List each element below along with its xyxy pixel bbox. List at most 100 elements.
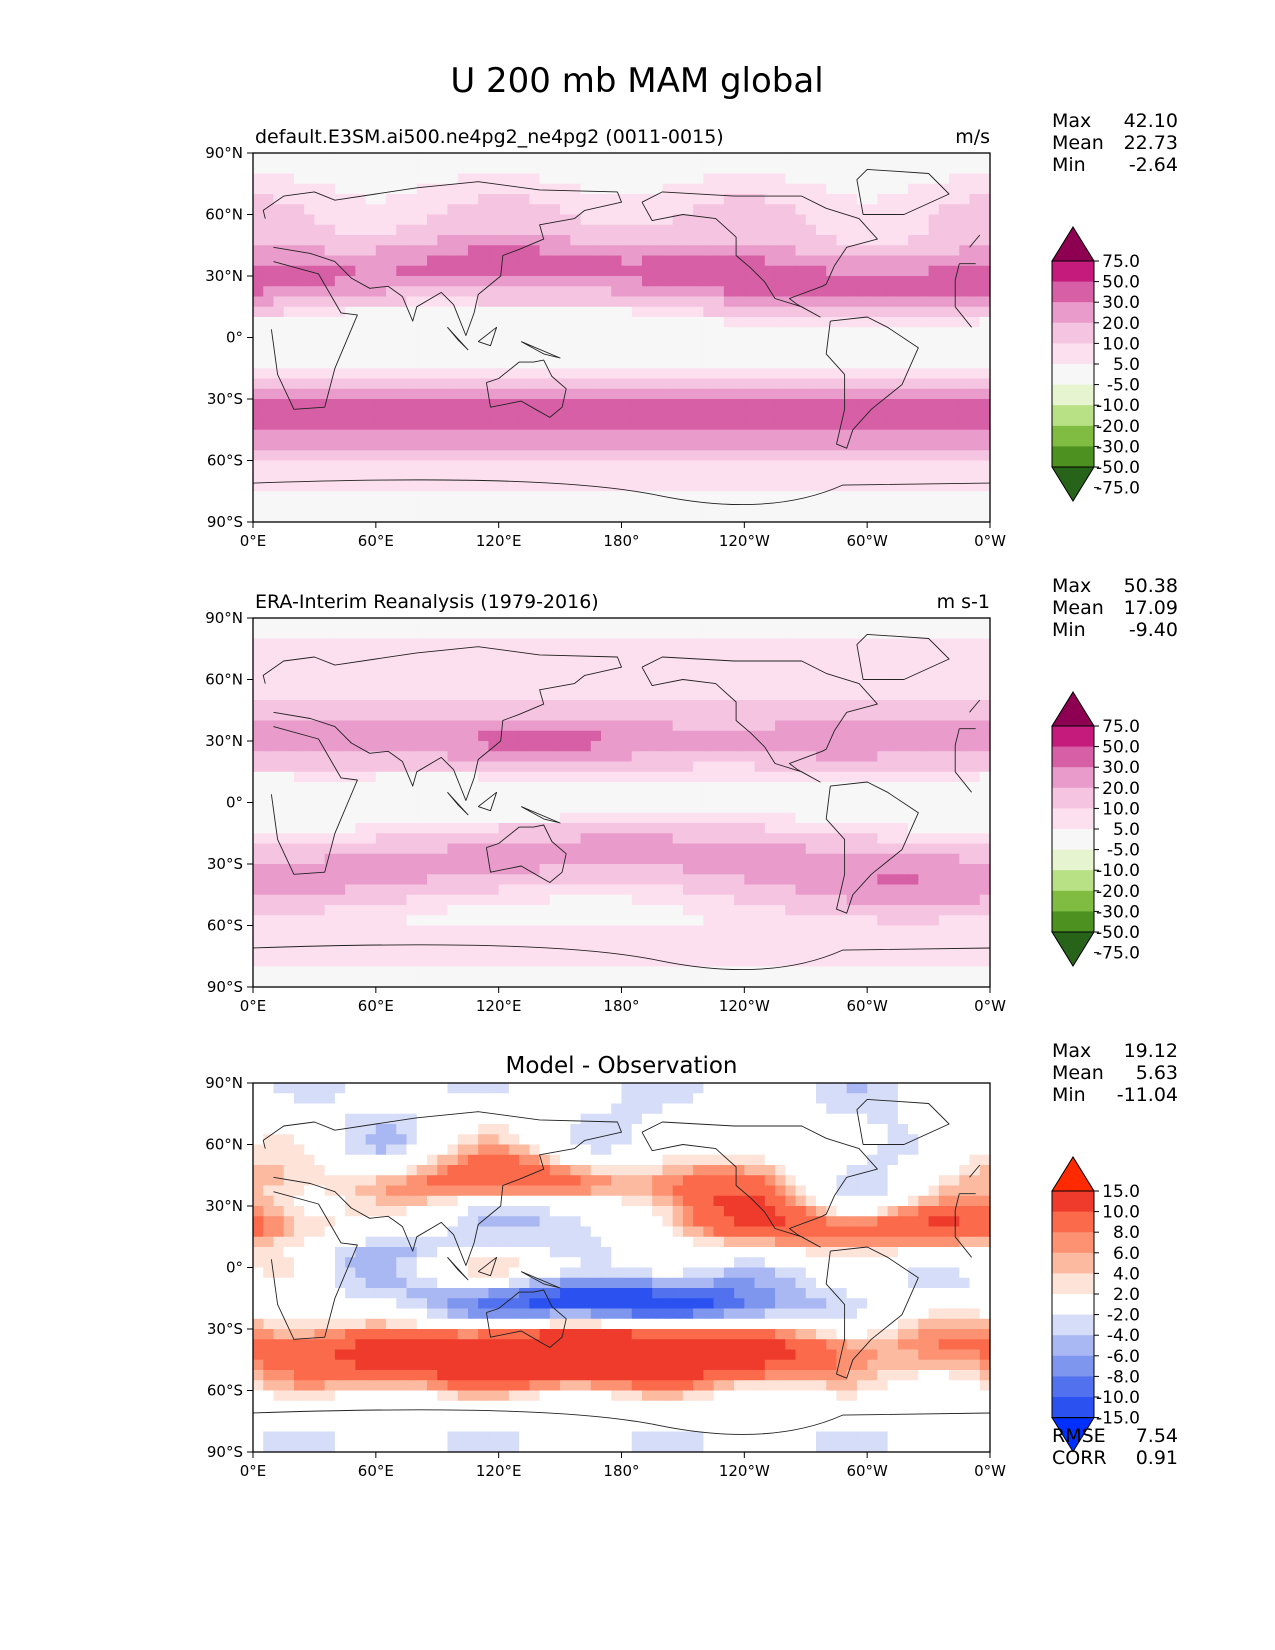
map-panel-1: default.E3SM.ai500.ne4pg2_ne4pg2 (0011-0… bbox=[205, 110, 1178, 550]
colorbar-label: -30.0 bbox=[1096, 902, 1140, 922]
stat-value: 50.38 bbox=[1124, 575, 1178, 597]
colorbar-segment bbox=[1052, 1294, 1094, 1315]
x-tick-label: 120°W bbox=[719, 1462, 770, 1480]
x-tick-label: 0°W bbox=[974, 997, 1006, 1015]
colorbar-label: -20.0 bbox=[1096, 417, 1140, 437]
colorbar-segment bbox=[1052, 870, 1094, 892]
stat-value: 22.73 bbox=[1124, 132, 1178, 154]
colorbar-segment bbox=[1052, 1397, 1094, 1418]
stats-block: Max 50.38 Mean 17.09 Min -9.40 bbox=[1052, 575, 1178, 641]
colorbar-label: -5.0 bbox=[1107, 841, 1140, 861]
colorbar-segment bbox=[1052, 726, 1094, 747]
colorbar-segment bbox=[1052, 1273, 1094, 1295]
colorbar-label: 30.0 bbox=[1102, 293, 1140, 313]
x-tick-label: 120°E bbox=[476, 1462, 522, 1480]
colorbar-label: -20.0 bbox=[1096, 882, 1140, 902]
panel-units: m/s bbox=[955, 126, 990, 148]
coastlines bbox=[252, 633, 991, 971]
colorbar-segment bbox=[1052, 767, 1094, 789]
axis-ticks: 0°E 60°E 120°E 180° 120°W 60°W 0°W 90°N 60°N 30°N… bbox=[205, 1074, 1006, 1480]
colorbar-label: 5.0 bbox=[1113, 355, 1140, 375]
y-tick-label: 90°N bbox=[205, 144, 243, 162]
field-grid bbox=[253, 153, 991, 523]
colorbar-segment bbox=[1052, 787, 1094, 809]
axis-ticks: 0°E 60°E 120°E 180° 120°W 60°W 0°W 90°N 60°N 30°N… bbox=[205, 144, 1006, 550]
field-grid bbox=[253, 1083, 991, 1453]
y-tick-label: 90°S bbox=[207, 513, 243, 531]
y-tick-label: 30°S bbox=[207, 1320, 243, 1338]
y-tick-label: 30°N bbox=[205, 267, 243, 285]
stat-label: Max bbox=[1052, 1040, 1091, 1062]
y-tick-label: 90°S bbox=[207, 978, 243, 996]
stat-label: Min bbox=[1052, 154, 1086, 176]
colorbar-label: -75.0 bbox=[1096, 944, 1140, 964]
colorbar-label: 6.0 bbox=[1113, 1244, 1140, 1264]
colorbar-segment bbox=[1052, 911, 1094, 933]
stat-value: 42.10 bbox=[1124, 110, 1178, 132]
x-tick-label: 0°E bbox=[240, 1462, 267, 1480]
colorbar: 15.010.08.06.04.02.0-2.0-4.0-6.0-8.0-10.… bbox=[1051, 1156, 1140, 1453]
colorbar-top-extend bbox=[1051, 226, 1095, 262]
colorbar-segment bbox=[1052, 343, 1094, 365]
colorbar-label: 5.0 bbox=[1113, 820, 1140, 840]
colorbar-label: 75.0 bbox=[1102, 717, 1140, 737]
panel-title: default.E3SM.ai500.ne4pg2_ne4pg2 (0011-0… bbox=[255, 126, 724, 148]
colorbar-label: 10.0 bbox=[1102, 334, 1140, 354]
map-panel-2: ERA-Interim Reanalysis (1979-2016) m s-10… bbox=[205, 575, 1178, 1015]
colorbar-segment bbox=[1052, 425, 1094, 447]
colorbar-label: 8.0 bbox=[1113, 1223, 1140, 1243]
colorbar-label: 4.0 bbox=[1113, 1264, 1140, 1284]
stat-value: -9.40 bbox=[1129, 619, 1178, 641]
colorbar-segment bbox=[1052, 1314, 1094, 1336]
figure-title: U 200 mb MAM global bbox=[450, 61, 823, 101]
x-tick-label: 120°E bbox=[476, 997, 522, 1015]
colorbar-label: -10.0 bbox=[1096, 1388, 1140, 1408]
colorbar: 75.050.030.020.010.05.0-5.0-10.0-20.0-30… bbox=[1051, 226, 1140, 502]
stat-value: 5.63 bbox=[1136, 1062, 1178, 1084]
error-stats: RMSE 7.54 CORR 0.91 bbox=[1052, 1425, 1178, 1469]
panel-units: m s-1 bbox=[937, 591, 990, 613]
colorbar-segment bbox=[1052, 405, 1094, 427]
colorbar-segment bbox=[1052, 829, 1094, 850]
y-tick-label: 60°N bbox=[205, 206, 243, 224]
colorbar-label: -4.0 bbox=[1107, 1326, 1140, 1346]
x-tick-label: 0°E bbox=[240, 997, 267, 1015]
x-tick-label: 60°W bbox=[846, 532, 888, 550]
antarctica-coast bbox=[252, 479, 991, 506]
x-tick-label: 60°E bbox=[358, 532, 394, 550]
colorbar-label: 20.0 bbox=[1102, 314, 1140, 334]
stats-block: Max 42.10 Mean 22.73 Min -2.64 bbox=[1052, 110, 1178, 176]
y-tick-label: 30°N bbox=[205, 1197, 243, 1215]
colorbar-segment bbox=[1052, 746, 1094, 768]
colorbar-bottom-extend bbox=[1051, 931, 1095, 967]
colorbar-label: 15.0 bbox=[1102, 1182, 1140, 1202]
y-tick-label: 0° bbox=[226, 329, 243, 347]
x-tick-label: 60°W bbox=[846, 997, 888, 1015]
y-tick-label: 90°N bbox=[205, 609, 243, 627]
stat-label: Min bbox=[1052, 619, 1086, 641]
y-tick-label: 30°S bbox=[207, 855, 243, 873]
colorbar-segment bbox=[1052, 890, 1094, 912]
y-tick-label: 90°S bbox=[207, 1443, 243, 1461]
colorbar-segment bbox=[1052, 1232, 1094, 1254]
colorbar-segment bbox=[1052, 322, 1094, 344]
x-tick-label: 60°E bbox=[358, 1462, 394, 1480]
x-tick-label: 180° bbox=[603, 997, 639, 1015]
colorbar-label: 75.0 bbox=[1102, 252, 1140, 272]
colorbar-label: -5.0 bbox=[1107, 376, 1140, 396]
colorbar-label: 50.0 bbox=[1102, 273, 1140, 293]
colorbar-top-extend bbox=[1051, 691, 1095, 727]
colorbar-segment bbox=[1052, 849, 1094, 871]
colorbar-segment bbox=[1052, 1211, 1094, 1233]
colorbar-segment bbox=[1052, 1355, 1094, 1377]
colorbar-segment bbox=[1052, 808, 1094, 830]
y-tick-label: 30°S bbox=[207, 390, 243, 408]
y-tick-label: 90°N bbox=[205, 1074, 243, 1092]
x-tick-label: 120°E bbox=[476, 532, 522, 550]
x-tick-label: 60°W bbox=[846, 1462, 888, 1480]
y-tick-label: 0° bbox=[226, 794, 243, 812]
error-stat-label: CORR bbox=[1052, 1447, 1107, 1469]
antarctica-coast bbox=[252, 944, 991, 971]
y-tick-label: 60°S bbox=[207, 917, 243, 935]
